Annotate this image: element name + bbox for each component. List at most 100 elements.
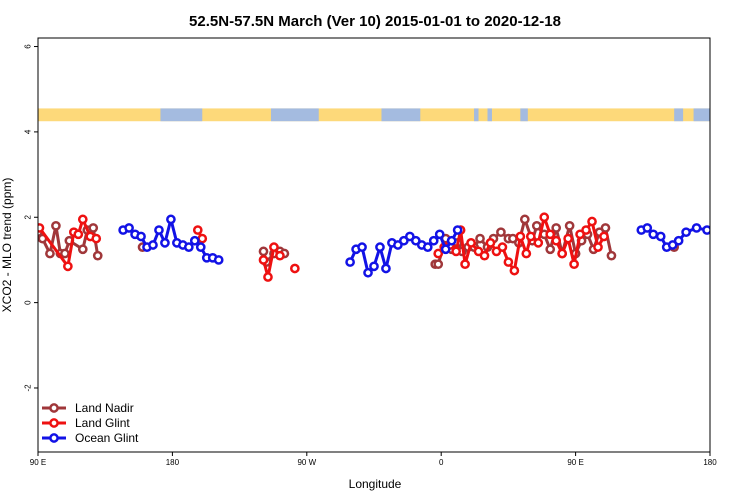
point-land-glint xyxy=(563,233,573,244)
point-land-glint xyxy=(466,238,476,248)
point-ocean-glint xyxy=(213,255,224,265)
point-ocean-glint xyxy=(434,229,445,240)
point-land-glint xyxy=(73,229,84,240)
point-ocean-glint xyxy=(440,244,451,255)
point-land-nadir xyxy=(45,248,55,259)
y-tick-label: -2 xyxy=(23,384,32,392)
point-land-glint xyxy=(525,231,536,242)
point-land-nadir xyxy=(606,250,617,261)
land-strip-ocean xyxy=(487,108,492,122)
point-land-glint xyxy=(557,248,568,259)
land-strip-ocean xyxy=(674,108,684,122)
point-ocean-glint xyxy=(702,225,710,235)
point-land-glint xyxy=(545,229,556,240)
x-tick-label: 0 xyxy=(439,458,444,467)
point-land-glint xyxy=(497,242,508,252)
point-land-nadir xyxy=(600,223,611,233)
point-land-glint xyxy=(269,242,279,252)
point-land-glint xyxy=(275,250,285,261)
point-land-glint xyxy=(599,231,609,242)
point-land-glint xyxy=(290,263,300,274)
series-land-glint xyxy=(38,212,609,282)
x-tick-label: 180 xyxy=(703,458,717,467)
point-land-glint xyxy=(91,233,102,244)
x-axis: 90 E 180 90 W 0 90 E 180 xyxy=(30,452,717,467)
series-layer xyxy=(38,212,710,282)
point-ocean-glint xyxy=(655,231,666,242)
point-land-glint xyxy=(77,214,88,225)
point-ocean-glint xyxy=(345,257,355,267)
point-ocean-glint xyxy=(154,225,164,235)
legend-marker xyxy=(49,418,59,428)
point-land-glint xyxy=(539,212,550,223)
point-ocean-glint xyxy=(363,267,373,278)
point-ocean-glint xyxy=(375,242,385,252)
point-land-glint xyxy=(503,257,514,267)
point-land-glint xyxy=(479,250,490,261)
point-ocean-glint xyxy=(183,242,194,252)
land-strip-ocean xyxy=(474,108,479,122)
point-ocean-glint xyxy=(452,225,463,235)
point-land-nadir xyxy=(60,248,70,259)
point-ocean-glint xyxy=(381,263,391,274)
point-ocean-glint xyxy=(673,235,684,246)
point-land-glint xyxy=(509,265,520,276)
point-land-glint xyxy=(63,261,73,272)
land-strip-land xyxy=(38,108,710,122)
point-land-glint xyxy=(533,238,544,248)
legend-item-land-glint: Land Glint xyxy=(42,416,130,430)
point-ocean-glint xyxy=(357,242,367,252)
y-axis-label: XCO2 - MLO trend (ppm) xyxy=(0,178,14,313)
y-tick-label: 0 xyxy=(23,300,32,305)
point-land-glint xyxy=(451,246,461,257)
x-tick-label: 90 E xyxy=(567,458,583,467)
point-land-glint xyxy=(569,259,579,270)
legend-item-ocean-glint: Ocean Glint xyxy=(42,431,139,445)
y-axis: -2 0 2 4 6 xyxy=(23,44,38,392)
point-land-glint xyxy=(521,248,532,259)
y-tick-label: 6 xyxy=(23,44,32,49)
point-ocean-glint xyxy=(124,223,134,233)
point-land-glint xyxy=(515,231,526,242)
series-line-land-glint xyxy=(262,245,282,279)
legend-label: Ocean Glint xyxy=(75,431,139,445)
land-strip-ocean xyxy=(381,108,421,122)
point-ocean-glint xyxy=(642,223,653,233)
point-land-nadir xyxy=(92,250,103,261)
y-tick-label: 4 xyxy=(23,129,32,134)
point-ocean-glint xyxy=(446,235,457,246)
point-land-nadir xyxy=(564,220,575,231)
point-land-nadir xyxy=(51,220,61,231)
series-ocean-glint xyxy=(118,214,710,278)
x-tick-label: 90 W xyxy=(297,458,316,467)
point-ocean-glint xyxy=(148,240,158,250)
point-land-nadir xyxy=(433,259,444,270)
point-land-glint xyxy=(263,272,273,282)
point-land-glint xyxy=(192,225,203,235)
y-tick-label: 2 xyxy=(23,214,32,219)
x-tick-label: 90 E xyxy=(30,458,46,467)
point-land-glint xyxy=(38,223,45,233)
point-land-glint xyxy=(258,255,269,265)
point-ocean-glint xyxy=(428,235,439,246)
point-ocean-glint xyxy=(681,227,691,238)
point-land-nadir xyxy=(88,223,99,233)
point-land-nadir xyxy=(77,244,88,255)
point-land-nadir xyxy=(519,214,530,225)
x-tick-label: 180 xyxy=(166,458,180,467)
point-ocean-glint xyxy=(166,214,176,225)
x-axis-label: Longitude xyxy=(349,477,402,491)
point-ocean-glint xyxy=(648,229,659,240)
point-land-glint xyxy=(433,248,444,259)
point-land-nadir xyxy=(496,227,506,238)
point-ocean-glint xyxy=(422,242,433,252)
point-land-glint xyxy=(551,235,562,246)
point-land-nadir xyxy=(545,244,556,255)
point-land-glint xyxy=(197,233,208,244)
point-land-glint xyxy=(485,238,496,248)
point-ocean-glint xyxy=(691,223,702,233)
land-ocean-strip xyxy=(38,108,710,122)
land-strip-ocean xyxy=(520,108,528,122)
